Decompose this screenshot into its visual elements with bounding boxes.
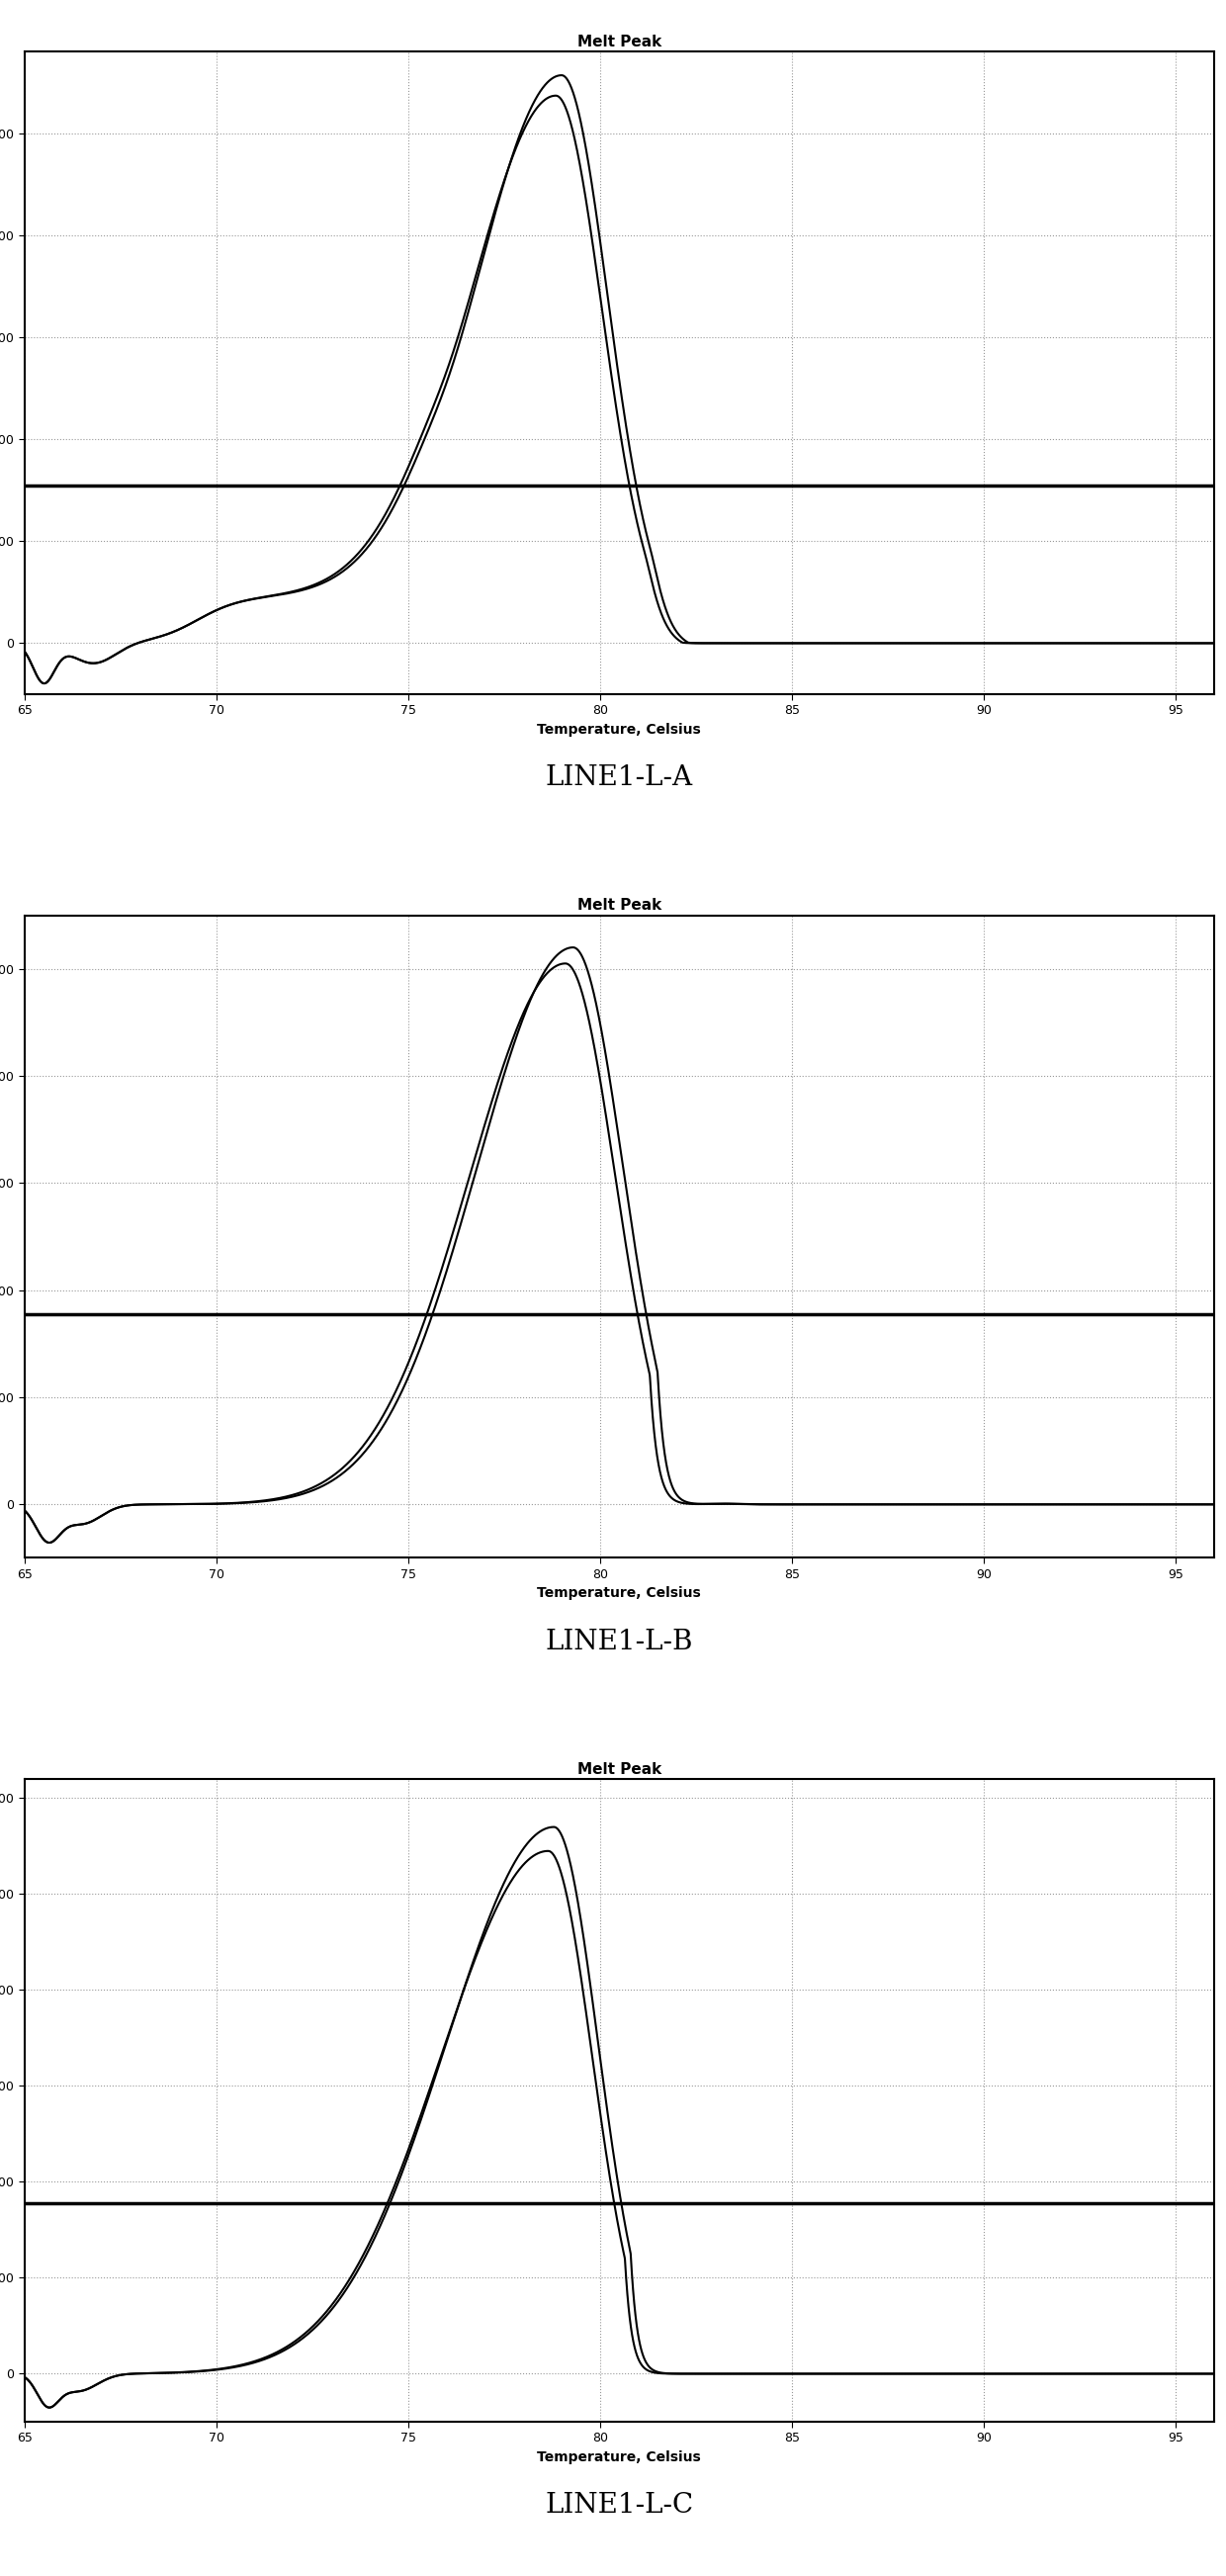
Text: LINE1-L-A: LINE1-L-A [546,765,693,791]
X-axis label: Temperature, Celsius: Temperature, Celsius [537,724,701,737]
Text: LINE1-L-C: LINE1-L-C [544,2494,694,2519]
Title: Melt Peak: Melt Peak [577,1762,661,1777]
Text: LINE1-L-B: LINE1-L-B [546,1628,693,1656]
Title: Melt Peak: Melt Peak [577,33,661,49]
X-axis label: Temperature, Celsius: Temperature, Celsius [537,1587,701,1600]
Title: Melt Peak: Melt Peak [577,899,661,912]
X-axis label: Temperature, Celsius: Temperature, Celsius [537,2450,701,2465]
